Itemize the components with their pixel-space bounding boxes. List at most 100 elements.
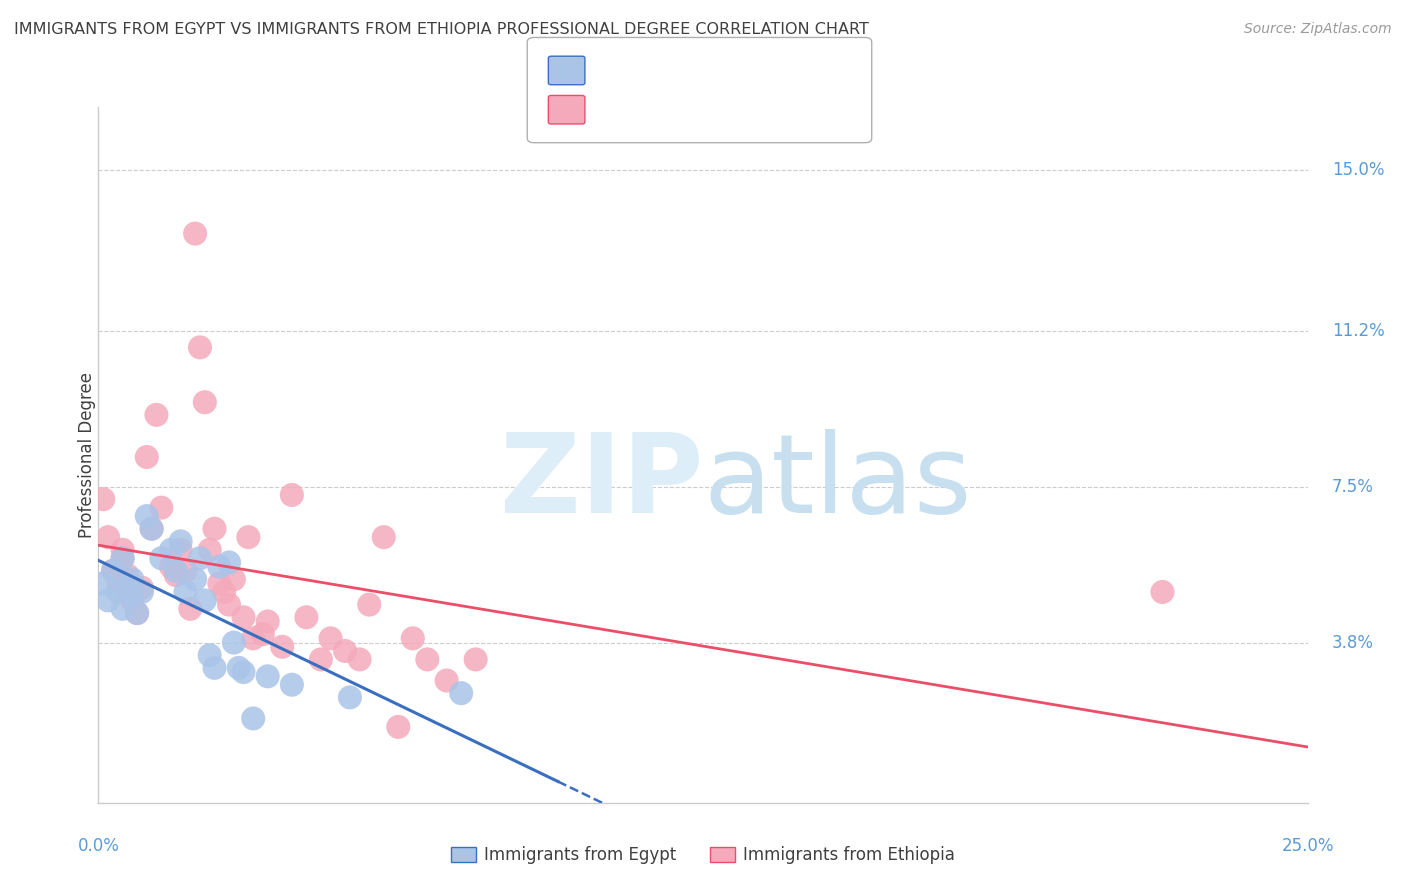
Point xyxy=(184,572,207,586)
Point xyxy=(127,606,149,620)
Point xyxy=(208,576,231,591)
Point xyxy=(145,408,167,422)
Point xyxy=(188,551,211,566)
Point xyxy=(121,589,143,603)
Point xyxy=(160,542,183,557)
Text: 49: 49 xyxy=(723,101,747,119)
Point xyxy=(387,720,409,734)
Text: 0.0%: 0.0% xyxy=(77,837,120,855)
Point xyxy=(141,522,163,536)
Point xyxy=(160,559,183,574)
Point xyxy=(281,488,304,502)
Point xyxy=(1152,585,1174,599)
Point xyxy=(97,593,120,607)
Point xyxy=(135,450,157,464)
Text: 11.2%: 11.2% xyxy=(1331,321,1385,340)
Point xyxy=(416,652,439,666)
Point xyxy=(169,542,191,557)
Point xyxy=(165,564,187,578)
Text: -0.012: -0.012 xyxy=(627,101,686,119)
Point xyxy=(349,652,371,666)
Point xyxy=(319,632,342,646)
Point xyxy=(117,585,139,599)
Point xyxy=(141,522,163,536)
Text: 25.0%: 25.0% xyxy=(1281,837,1334,855)
Point xyxy=(194,395,217,409)
Point xyxy=(222,572,245,586)
Point xyxy=(242,632,264,646)
Point xyxy=(208,559,231,574)
Legend: Immigrants from Egypt, Immigrants from Ethiopia: Immigrants from Egypt, Immigrants from E… xyxy=(451,846,955,864)
Text: ZIP: ZIP xyxy=(499,429,703,536)
Point xyxy=(222,635,245,649)
Point xyxy=(131,585,153,599)
Point xyxy=(402,632,425,646)
Point xyxy=(359,598,381,612)
Point xyxy=(232,665,254,679)
Point xyxy=(271,640,294,654)
Point xyxy=(333,644,356,658)
Point xyxy=(101,564,124,578)
Point xyxy=(295,610,318,624)
Point xyxy=(135,509,157,524)
Point xyxy=(117,568,139,582)
Y-axis label: Professional Degree: Professional Degree xyxy=(79,372,96,538)
Point xyxy=(101,564,124,578)
Point xyxy=(218,598,240,612)
Point xyxy=(107,585,129,599)
Point xyxy=(179,602,201,616)
Point xyxy=(111,542,134,557)
Point xyxy=(204,661,226,675)
Text: IMMIGRANTS FROM EGYPT VS IMMIGRANTS FROM ETHIOPIA PROFESSIONAL DEGREE CORRELATIO: IMMIGRANTS FROM EGYPT VS IMMIGRANTS FROM… xyxy=(14,22,869,37)
Text: 15.0%: 15.0% xyxy=(1331,161,1385,179)
Text: -0.467: -0.467 xyxy=(627,62,686,79)
Point xyxy=(127,606,149,620)
Point xyxy=(111,602,134,616)
Point xyxy=(228,661,250,675)
Point xyxy=(198,542,221,557)
Point xyxy=(252,627,274,641)
Point xyxy=(204,522,226,536)
Point xyxy=(107,572,129,586)
Point xyxy=(450,686,472,700)
Point xyxy=(91,576,114,591)
Point xyxy=(121,593,143,607)
Text: 3.8%: 3.8% xyxy=(1331,633,1374,651)
Point xyxy=(184,227,207,241)
Point xyxy=(121,572,143,586)
Point xyxy=(256,615,278,629)
Point xyxy=(238,530,260,544)
Point xyxy=(91,492,114,507)
Text: N =: N = xyxy=(689,62,725,79)
Text: 7.5%: 7.5% xyxy=(1331,477,1374,496)
Point xyxy=(218,556,240,570)
Point xyxy=(212,585,235,599)
Point xyxy=(97,530,120,544)
Point xyxy=(165,568,187,582)
Point xyxy=(436,673,458,688)
Text: Source: ZipAtlas.com: Source: ZipAtlas.com xyxy=(1244,22,1392,37)
Point xyxy=(232,610,254,624)
Point xyxy=(131,581,153,595)
Text: R =: R = xyxy=(593,62,630,79)
Text: N =: N = xyxy=(689,101,725,119)
Point xyxy=(339,690,361,705)
Point xyxy=(188,340,211,354)
Point xyxy=(150,500,173,515)
Point xyxy=(281,678,304,692)
Text: 33: 33 xyxy=(723,62,747,79)
Point xyxy=(464,652,486,666)
Point xyxy=(309,652,332,666)
Point xyxy=(174,564,197,578)
Point xyxy=(242,711,264,725)
Point xyxy=(169,534,191,549)
Point xyxy=(117,581,139,595)
Text: atlas: atlas xyxy=(703,429,972,536)
Point xyxy=(198,648,221,663)
Point xyxy=(256,669,278,683)
Point xyxy=(194,593,217,607)
Point xyxy=(150,551,173,566)
Point xyxy=(111,551,134,566)
Point xyxy=(111,551,134,566)
Text: R =: R = xyxy=(593,101,630,119)
